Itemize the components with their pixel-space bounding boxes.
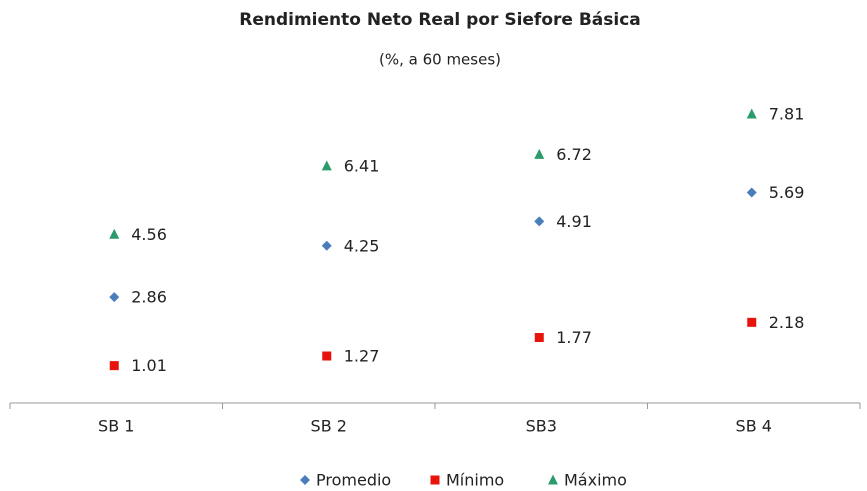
legend-label: Promedio <box>316 471 391 490</box>
data-point <box>109 361 119 371</box>
data-label: 4.91 <box>556 212 592 231</box>
data-label: 7.81 <box>769 105 805 124</box>
data-label: 2.86 <box>131 288 167 307</box>
data-point <box>321 160 332 171</box>
data-label: 6.72 <box>556 145 592 164</box>
data-point <box>534 333 544 343</box>
chart-subtitle: (%, a 60 meses) <box>379 51 501 69</box>
data-label: 1.27 <box>344 347 380 366</box>
data-point <box>534 216 545 227</box>
data-label: 4.25 <box>344 236 380 255</box>
data-point <box>746 187 757 198</box>
data-label: 5.69 <box>769 183 805 202</box>
data-point <box>322 351 332 361</box>
data-label: 6.41 <box>344 156 380 175</box>
data-point <box>321 240 332 251</box>
data-point <box>109 228 120 239</box>
legend-label: Máximo <box>564 471 627 490</box>
chart-title: Rendimiento Neto Real por Siefore Básica <box>239 10 641 30</box>
data-label: 4.56 <box>131 225 167 244</box>
x-tick-label: SB 1 <box>98 417 134 436</box>
legend-marker <box>548 474 558 485</box>
x-tick-label: SB 4 <box>736 417 772 436</box>
data-label: 1.01 <box>131 356 167 375</box>
data-point <box>534 148 545 159</box>
legend-marker <box>300 475 310 485</box>
data-point <box>747 317 757 327</box>
data-label: 2.18 <box>769 313 805 332</box>
legend-label: Mínimo <box>446 471 504 490</box>
data-point <box>746 108 757 119</box>
x-tick-label: SB 2 <box>311 417 347 436</box>
data-point <box>109 292 120 303</box>
legend-marker <box>430 475 440 485</box>
data-label: 1.77 <box>556 328 592 347</box>
x-tick-label: SB3 <box>526 417 557 436</box>
